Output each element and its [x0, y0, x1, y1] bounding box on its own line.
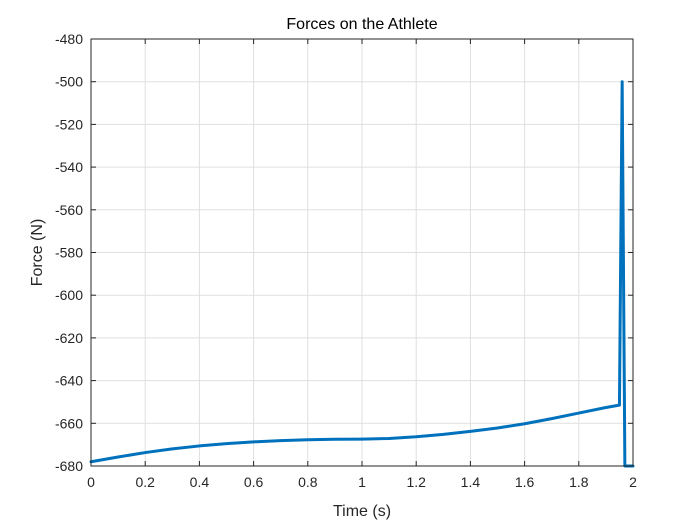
x-axis-title: Time (s) — [333, 503, 391, 520]
x-axis: 0 0.2 0.4 0.6 0.8 1 1.2 1.4 1.6 1.8 2 — [87, 39, 637, 490]
series-line-0 — [89, 80, 635, 468]
y-tick-label: -560 — [55, 202, 83, 218]
x-tick-label: 1.4 — [461, 474, 481, 490]
y-tick-label: -620 — [55, 330, 83, 346]
y-tick-label: -540 — [55, 159, 83, 175]
chart-title: Forces on the Athlete — [286, 16, 437, 33]
x-tick-label: 0.8 — [298, 474, 318, 490]
x-tick-label: 1.6 — [515, 474, 535, 490]
x-tick-label: 1.8 — [569, 474, 589, 490]
series-layer — [89, 80, 635, 468]
y-tick-label: -660 — [55, 415, 83, 431]
y-axis: -480 -500 -520 -540 -560 -580 -600 -620 -640 -660… — [55, 31, 633, 474]
x-tick-label: 2 — [629, 474, 637, 490]
x-tick-label: 0 — [87, 474, 95, 490]
y-tick-label: -500 — [55, 74, 83, 90]
y-tick-label: -600 — [55, 287, 83, 303]
y-axis-title: Force (N) — [29, 219, 46, 287]
x-tick-label: 1 — [358, 474, 366, 490]
x-tick-label: 0.4 — [190, 474, 210, 490]
x-tick-label: 1.2 — [406, 474, 426, 490]
y-tick-label: -640 — [55, 373, 83, 389]
x-tick-label: 0.6 — [244, 474, 264, 490]
y-tick-label: -580 — [55, 245, 83, 261]
x-tick-label: 0.2 — [135, 474, 155, 490]
y-tick-label: -480 — [55, 31, 83, 47]
y-tick-label: -520 — [55, 116, 83, 132]
y-tick-label: -680 — [55, 458, 83, 474]
